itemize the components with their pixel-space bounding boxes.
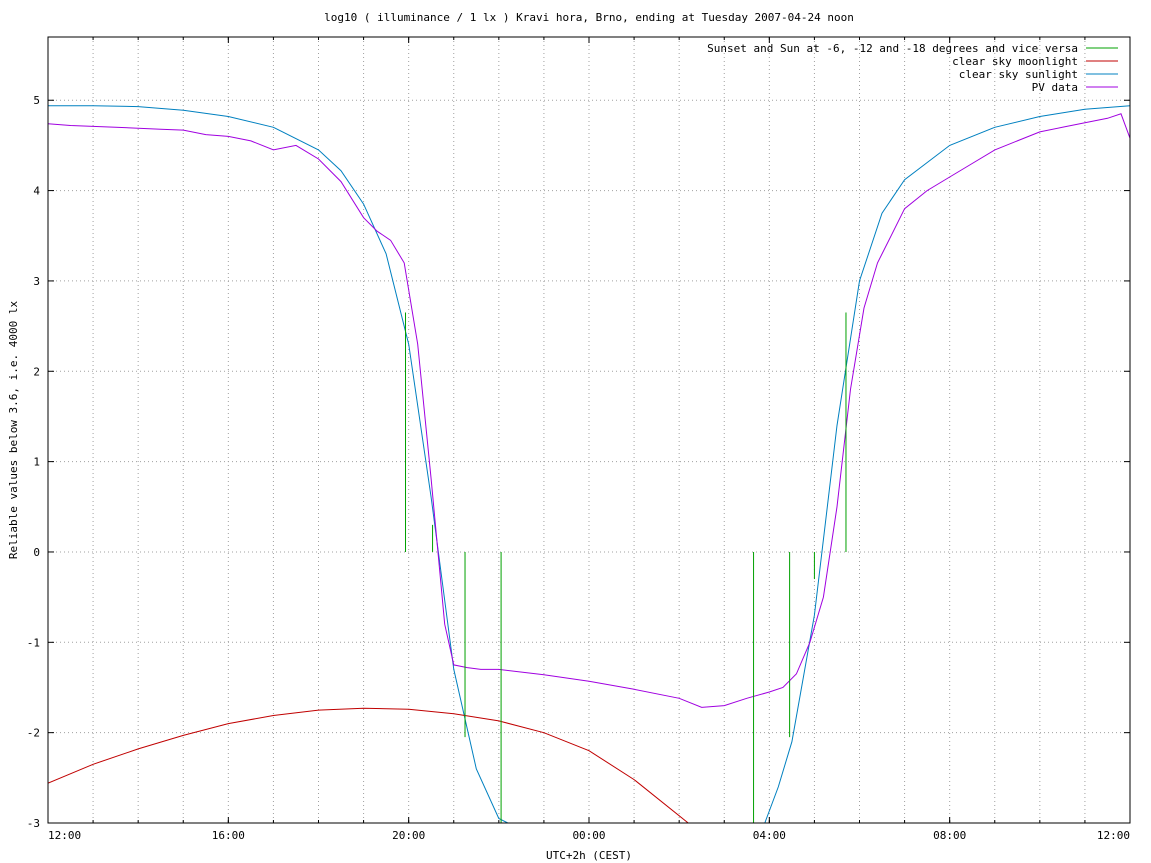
chart-title: log10 ( illuminance / 1 lx ) Kravi hora,… <box>324 11 854 24</box>
pv-data-line <box>48 113 1130 708</box>
plot-frame <box>47 36 1131 824</box>
y-tick-label: 3 <box>33 275 40 288</box>
x-axis-label: UTC+2h (CEST) <box>546 849 632 862</box>
x-tick-label: 20:00 <box>392 829 425 842</box>
y-tick-label: -1 <box>27 636 40 649</box>
y-tick-label: -2 <box>27 727 40 740</box>
x-tick-label: 08:00 <box>933 829 966 842</box>
legend-label: clear sky sunlight <box>959 68 1078 81</box>
y-tick-label: 4 <box>33 185 40 198</box>
y-tick-label: 2 <box>33 365 40 378</box>
x-tick-label: 16:00 <box>212 829 245 842</box>
x-tick-label: 00:00 <box>572 829 605 842</box>
series-layer <box>48 105 1130 823</box>
y-axis-label: Reliable values below 3.6, i.e. 4000 lx <box>7 300 20 559</box>
y-tick-label: 0 <box>33 546 40 559</box>
y-tick-label: -3 <box>27 817 40 830</box>
sunlight-line <box>48 105 1130 823</box>
grid-lines <box>48 37 1130 824</box>
y-tick-label: 5 <box>33 94 40 107</box>
legend-label: clear sky moonlight <box>952 55 1078 68</box>
x-tick-label: 04:00 <box>753 829 786 842</box>
x-tick-label: 12:00 <box>48 829 81 842</box>
y-tick-label: 1 <box>33 456 40 469</box>
x-tick-label: 12:00 <box>1097 829 1130 842</box>
legend: Sunset and Sun at -6, -12 and -18 degree… <box>707 42 1118 94</box>
legend-label: Sunset and Sun at -6, -12 and -18 degree… <box>707 42 1078 55</box>
moonlight-line <box>48 707 689 823</box>
x-axis-ticks: 12:00 16:00 20:00 00:00 04:00 08:00 12:00 <box>47 37 1131 842</box>
legend-label: PV data <box>1032 81 1078 94</box>
